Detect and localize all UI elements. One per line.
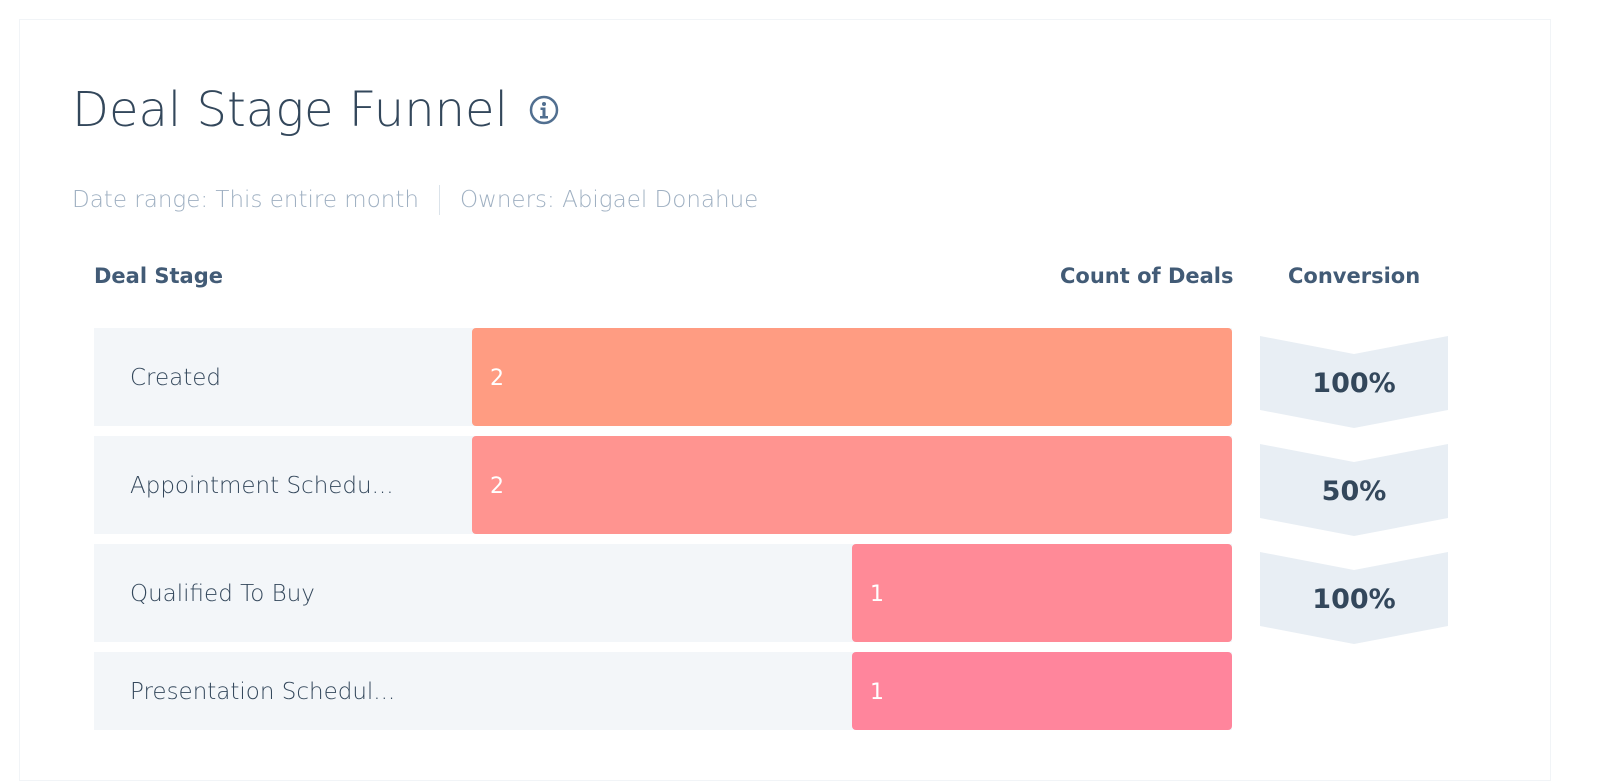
deal-count-label: 2 <box>490 474 504 499</box>
conversion-chevron <box>1260 444 1448 536</box>
deal-count-label: 2 <box>490 366 504 391</box>
column-header-deal-stage: Deal Stage <box>94 264 223 288</box>
conversion-chevron <box>1260 336 1448 428</box>
title-row: Deal Stage Funnel <box>72 80 560 140</box>
conversion-chevron <box>1260 552 1448 644</box>
stage-label: Qualified To Buy <box>130 581 315 607</box>
conversion-label: 100% <box>1312 368 1395 399</box>
filter-divider <box>438 185 440 215</box>
deal-stage-funnel-card: Deal Stage Funnel Date range: This entir… <box>20 20 1550 780</box>
funnel-row[interactable]: Qualified To Buy 1 <box>94 544 1232 642</box>
conversion-label: 100% <box>1312 584 1395 615</box>
stage-label: Created <box>130 365 221 391</box>
funnel-chart: Created 2 Appointment Schedu... 2 Qualified … <box>94 328 1448 730</box>
stage-label: Appointment Schedu... <box>130 473 394 499</box>
column-header-conversion: Conversion <box>1288 264 1421 288</box>
stage-label: Presentation Schedul... <box>130 679 395 705</box>
deal-count-bar[interactable] <box>472 328 1232 426</box>
column-header-count-of-deals: Count of Deals <box>1060 264 1234 288</box>
deal-count-bar[interactable] <box>852 652 1232 730</box>
funnel-row[interactable]: Appointment Schedu... 2 <box>94 436 1232 534</box>
deal-count-label: 1 <box>870 582 884 607</box>
filter-summary: Date range: This entire month Owners: Ab… <box>72 185 758 215</box>
funnel-row[interactable]: Presentation Schedul... 1 <box>94 652 1232 730</box>
owners-filter[interactable]: Owners: Abigael Donahue <box>459 187 759 213</box>
conversion-label: 50% <box>1322 476 1387 507</box>
deal-count-bar[interactable] <box>472 436 1232 534</box>
page-title: Deal Stage Funnel <box>72 82 508 138</box>
deal-count-bar[interactable] <box>852 544 1232 642</box>
info-icon[interactable] <box>528 94 560 126</box>
funnel-row[interactable]: Created 2 <box>94 328 1232 426</box>
date-range-filter[interactable]: Date range: This entire month <box>72 187 419 213</box>
deal-count-label: 1 <box>870 680 884 705</box>
